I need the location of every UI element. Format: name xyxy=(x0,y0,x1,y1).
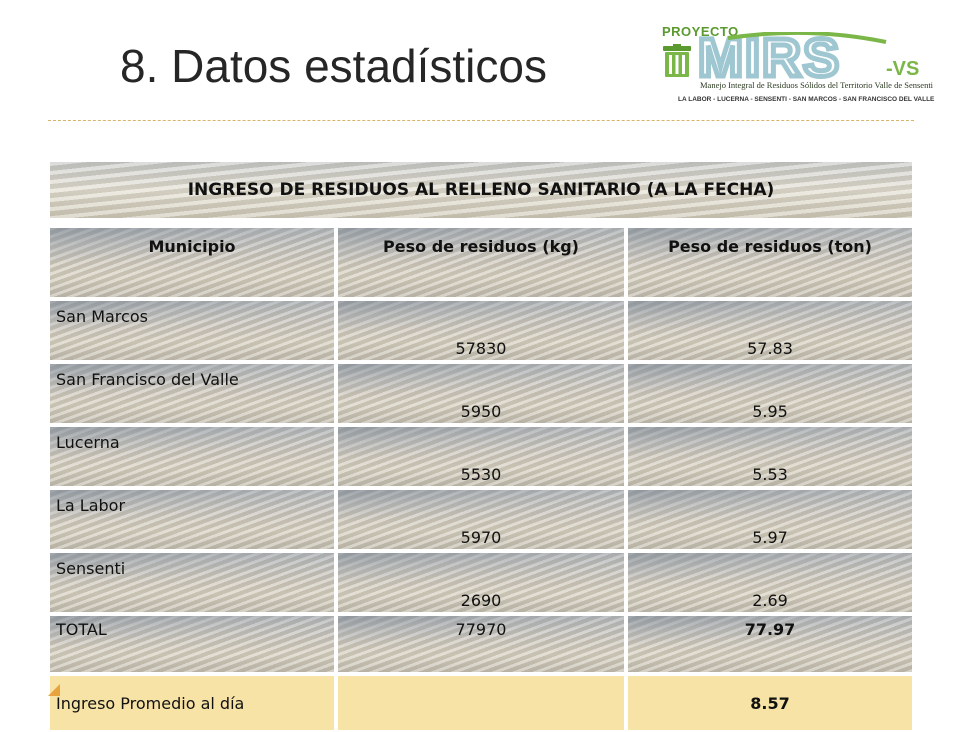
table-row: La Labor 5970 5.97 xyxy=(48,488,914,551)
svg-text:MIRS: MIRS xyxy=(698,32,841,80)
municipio-cell: Sensenti xyxy=(48,551,336,614)
logo-tagline: Manejo Integral de Residuos Sólidos del … xyxy=(700,80,934,90)
logo-wordmark: MIRS xyxy=(698,32,887,80)
project-logo: PROYECTO MIRS -VS Manejo Integral de Res… xyxy=(660,24,934,106)
table-caption: INGRESO DE RESIDUOS AL RELLENO SANITARIO… xyxy=(48,160,914,220)
table-row: San Francisco del Valle 5950 5.95 xyxy=(48,362,914,425)
total-label: TOTAL xyxy=(48,614,336,674)
table-row: Sensenti 2690 2.69 xyxy=(48,551,914,614)
average-kg xyxy=(336,674,626,732)
average-ton: 8.57 xyxy=(626,674,914,732)
table-caption-row: INGRESO DE RESIDUOS AL RELLENO SANITARIO… xyxy=(48,160,914,220)
kg-cell: 5950 xyxy=(336,362,626,425)
ton-cell: 5.97 xyxy=(626,488,914,551)
municipio-cell: San Marcos xyxy=(48,299,336,362)
title-divider xyxy=(48,120,914,121)
ton-cell: 57.83 xyxy=(626,299,914,362)
slide-title: 8. Datos estadísticos xyxy=(120,40,547,92)
kg-cell: 57830 xyxy=(336,299,626,362)
bullet-arrow-icon xyxy=(48,684,60,696)
kg-cell: 5970 xyxy=(336,488,626,551)
total-ton: 77.97 xyxy=(626,614,914,674)
municipio-cell: Lucerna xyxy=(48,425,336,488)
trash-bin-icon xyxy=(663,44,691,77)
total-kg: 77970 xyxy=(336,614,626,674)
landfill-intake-table: INGRESO DE RESIDUOS AL RELLENO SANITARIO… xyxy=(48,160,914,732)
table-row: San Marcos 57830 57.83 xyxy=(48,299,914,362)
table-row: Lucerna 5530 5.53 xyxy=(48,425,914,488)
logo-suffix: -VS xyxy=(886,58,920,80)
kg-cell: 5530 xyxy=(336,425,626,488)
table-header-row: Municipio Peso de residuos (kg) Peso de … xyxy=(48,226,914,299)
municipio-cell: La Labor xyxy=(48,488,336,551)
column-header-municipio: Municipio xyxy=(48,226,336,299)
column-header-ton: Peso de residuos (ton) xyxy=(626,226,914,299)
municipio-cell: San Francisco del Valle xyxy=(48,362,336,425)
logo-kicker: PROYECTO xyxy=(662,24,739,39)
column-header-kg: Peso de residuos (kg) xyxy=(336,226,626,299)
ton-cell: 2.69 xyxy=(626,551,914,614)
kg-cell: 2690 xyxy=(336,551,626,614)
ton-cell: 5.53 xyxy=(626,425,914,488)
total-row: TOTAL 77970 77.97 xyxy=(48,614,914,674)
logo-places: LA LABOR - LUCERNA - SENSENTI - SAN MARC… xyxy=(678,96,935,103)
average-row: Ingreso Promedio al día 8.57 xyxy=(48,674,914,732)
average-label: Ingreso Promedio al día xyxy=(48,674,336,732)
ton-cell: 5.95 xyxy=(626,362,914,425)
